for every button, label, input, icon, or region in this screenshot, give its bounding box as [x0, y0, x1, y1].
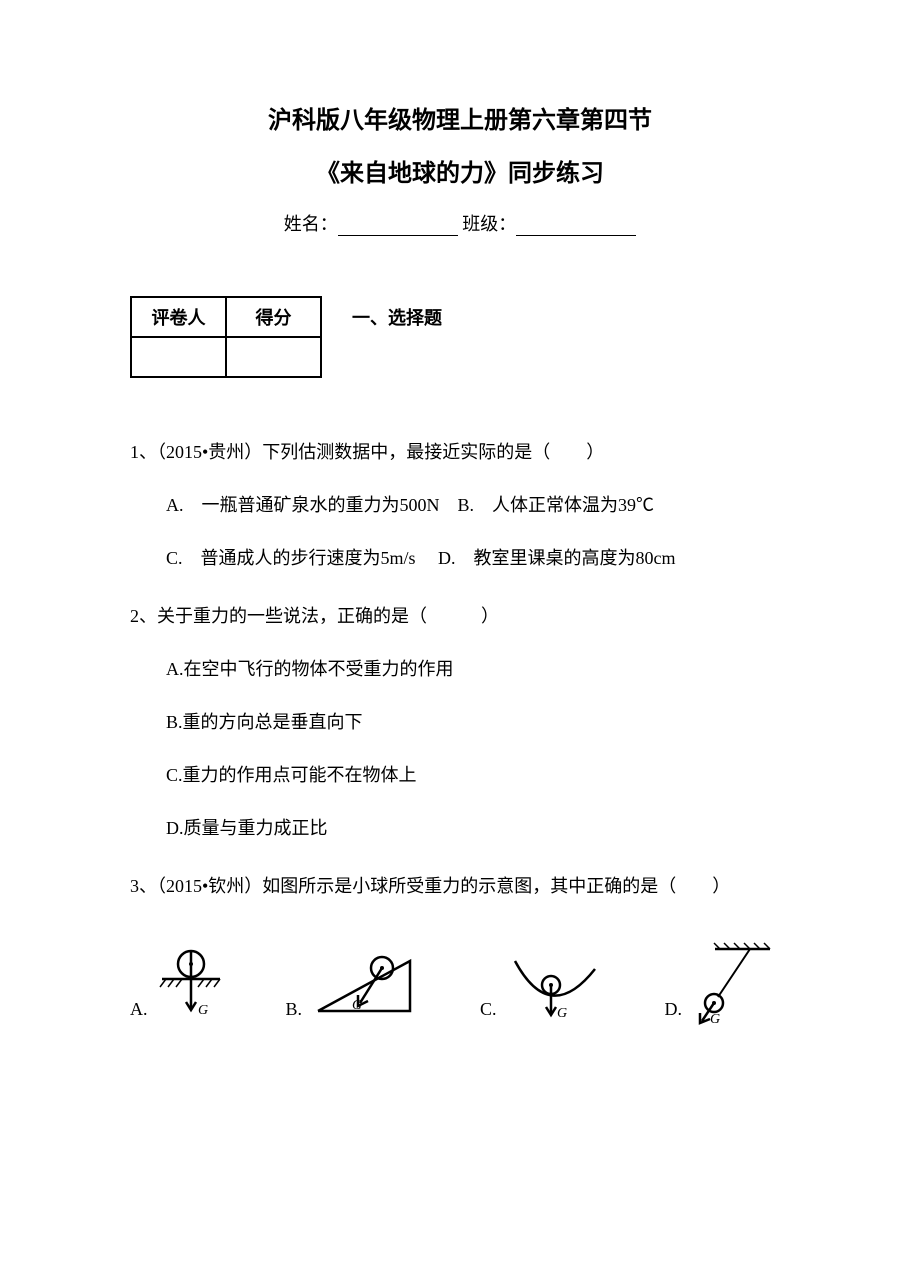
gravity-diagram-D-icon: G — [690, 941, 775, 1026]
page-title: 沪科版八年级物理上册第六章第四节 — [130, 100, 790, 135]
gravity-diagram-A-icon: G — [156, 946, 226, 1026]
svg-text:G: G — [198, 1003, 208, 1018]
score-score-cell — [226, 337, 321, 377]
question-2: 2、关于重力的一些说法，正确的是（ ） A.在空中飞行的物体不受重力的作用 B.… — [130, 602, 790, 842]
page-subtitle: 《来自地球的力》同步练习 — [130, 153, 790, 188]
q3-diagram-A: A. G — [130, 946, 226, 1026]
score-section: 评卷人 得分 一、选择题 — [130, 296, 790, 378]
score-grader-cell — [131, 337, 226, 377]
score-grader-header: 评卷人 — [131, 297, 226, 337]
q3-label-A: A. — [130, 995, 148, 1024]
gravity-diagram-C-icon: G — [505, 951, 605, 1026]
q3-diagram-row: A. G B. — [130, 941, 790, 1026]
score-table: 评卷人 得分 — [130, 296, 322, 378]
q2-optA: A.在空中飞行的物体不受重力的作用 — [166, 655, 790, 684]
q1-optB: B. 人体正常体温为39℃ — [458, 495, 655, 515]
q3-diagram-D: D. G — [665, 941, 776, 1026]
q3-label-D: D. — [665, 995, 683, 1024]
q2-optD: D.质量与重力成正比 — [166, 814, 790, 843]
svg-text:G: G — [710, 1012, 720, 1026]
q3-label-B: B. — [286, 995, 303, 1024]
q2-optB: B.重的方向总是垂直向下 — [166, 708, 790, 737]
q1-stem: 1、（2015•贵州）下列估测数据中，最接近实际的是（ ） — [130, 438, 790, 467]
score-score-header: 得分 — [226, 297, 321, 337]
q2-stem: 2、关于重力的一些说法，正确的是（ ） — [130, 602, 790, 631]
gravity-diagram-B-icon: G — [310, 951, 420, 1026]
svg-text:G: G — [557, 1006, 567, 1021]
class-blank — [516, 235, 636, 236]
q2-optC: C.重力的作用点可能不在物体上 — [166, 761, 790, 790]
name-blank — [338, 235, 458, 236]
q1-optA: A. 一瓶普通矿泉水的重力为500N — [166, 495, 440, 515]
q1-options-row1: A. 一瓶普通矿泉水的重力为500N B. 人体正常体温为39℃ — [166, 491, 790, 520]
section-1-title: 一、选择题 — [352, 296, 442, 330]
q3-diagram-C: C. G — [480, 951, 605, 1026]
name-class-line: 姓名： 班级： — [130, 210, 790, 236]
q1-optC: C. 普通成人的步行速度为5m/s — [166, 548, 416, 568]
q3-label-C: C. — [480, 995, 497, 1024]
svg-text:G: G — [352, 998, 362, 1013]
question-3: 3、（2015•钦州）如图所示是小球所受重力的示意图，其中正确的是（ ） A. … — [130, 872, 790, 1026]
name-label: 姓名： — [284, 214, 338, 234]
q1-optD: D. 教室里课桌的高度为80cm — [438, 548, 676, 568]
q3-stem: 3、（2015•钦州）如图所示是小球所受重力的示意图，其中正确的是（ ） — [130, 872, 790, 901]
class-label: 班级： — [462, 214, 516, 234]
q3-diagram-B: B. G — [286, 951, 421, 1026]
q1-options-row2: C. 普通成人的步行速度为5m/s D. 教室里课桌的高度为80cm — [166, 544, 790, 573]
question-1: 1、（2015•贵州）下列估测数据中，最接近实际的是（ ） A. 一瓶普通矿泉水… — [130, 438, 790, 572]
